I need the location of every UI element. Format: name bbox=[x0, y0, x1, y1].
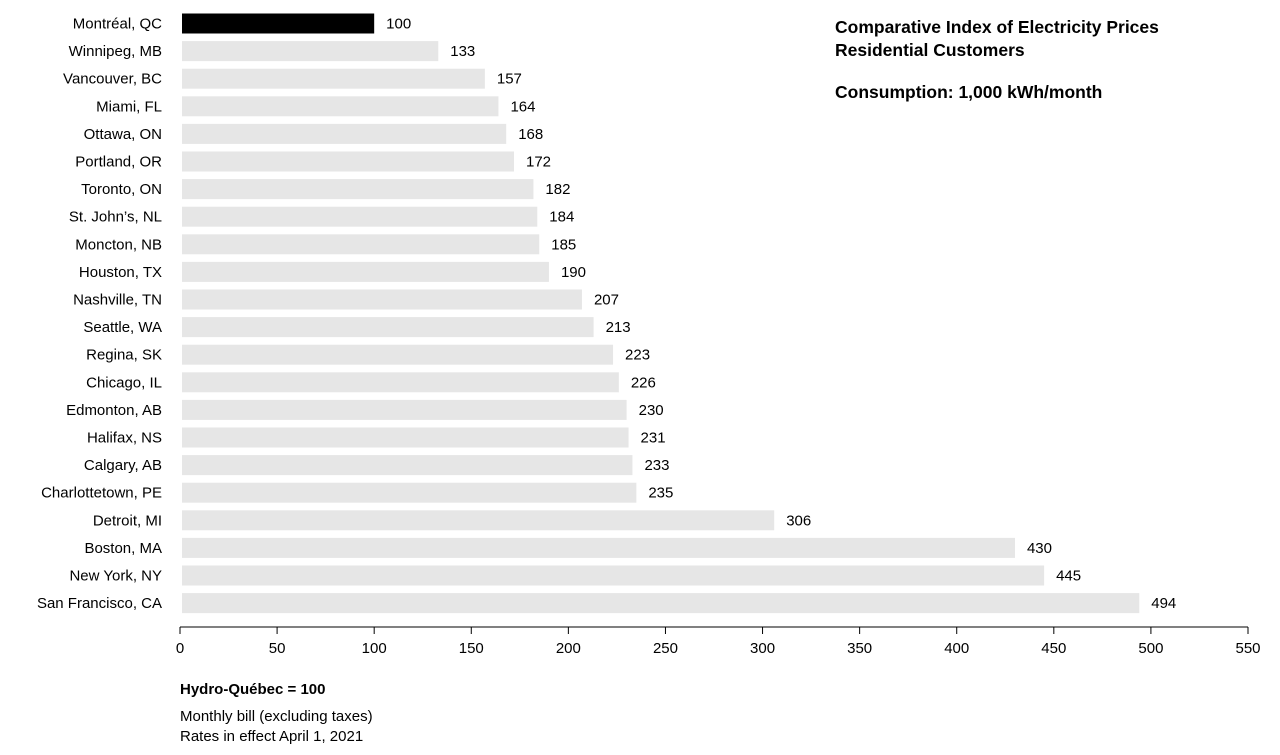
monthly-bill-note: Monthly bill (excluding taxes) bbox=[180, 708, 373, 725]
chart-footer: Hydro-Québec = 100 Monthly bill (excludi… bbox=[180, 681, 373, 747]
category-label: Charlottetown, PE bbox=[41, 485, 162, 502]
index-reference-note: Hydro-Québec = 100 bbox=[180, 681, 326, 698]
category-label: Nashville, TN bbox=[73, 292, 162, 309]
data-label: 185 bbox=[551, 236, 576, 253]
data-label: 168 bbox=[518, 126, 543, 143]
bar bbox=[182, 455, 633, 476]
category-label: Vancouver, BC bbox=[63, 71, 162, 88]
category-label: Detroit, MI bbox=[93, 512, 162, 529]
bar bbox=[182, 261, 549, 282]
x-tick-label: 0 bbox=[176, 640, 184, 657]
bar bbox=[182, 234, 540, 255]
data-label: 430 bbox=[1027, 540, 1052, 557]
bar bbox=[182, 537, 1015, 558]
chart-title-line2: Residential Customers bbox=[835, 40, 1025, 60]
bar bbox=[182, 593, 1140, 614]
data-label: 445 bbox=[1056, 568, 1081, 585]
bar bbox=[182, 13, 375, 34]
category-label: Chicago, IL bbox=[86, 374, 162, 391]
data-label: 190 bbox=[561, 264, 586, 281]
data-label: 235 bbox=[648, 485, 673, 502]
category-label: Seattle, WA bbox=[83, 319, 162, 336]
bar bbox=[182, 399, 627, 420]
category-label: Regina, SK bbox=[86, 347, 162, 364]
bar bbox=[182, 123, 507, 144]
bar bbox=[182, 344, 614, 365]
data-label: 233 bbox=[644, 457, 669, 474]
category-label: Portland, OR bbox=[75, 154, 162, 171]
x-tick-label: 150 bbox=[459, 640, 484, 657]
chart-title: Comparative Index of Electricity Prices bbox=[835, 17, 1159, 37]
data-label: 184 bbox=[549, 209, 574, 226]
bar bbox=[182, 41, 439, 62]
category-label: Miami, FL bbox=[96, 98, 162, 115]
chart-title-block: Comparative Index of Electricity Prices … bbox=[835, 16, 1275, 104]
data-label: 164 bbox=[510, 98, 535, 115]
x-tick-label: 350 bbox=[847, 640, 872, 657]
category-label: Ottawa, ON bbox=[84, 126, 162, 143]
category-label: New York, NY bbox=[69, 568, 162, 585]
data-label: 100 bbox=[386, 16, 411, 33]
category-label: Montréal, QC bbox=[73, 16, 162, 33]
x-tick-label: 500 bbox=[1138, 640, 1163, 657]
x-tick-label: 300 bbox=[750, 640, 775, 657]
x-tick-label: 550 bbox=[1235, 640, 1260, 657]
data-label: 207 bbox=[594, 292, 619, 309]
category-label: Boston, MA bbox=[84, 540, 162, 557]
bar bbox=[182, 96, 499, 117]
data-label: 157 bbox=[497, 71, 522, 88]
x-axis: 0 50 100 150 200 250 300 350 400 450 500 550 bbox=[176, 626, 1261, 657]
data-label: 213 bbox=[606, 319, 631, 336]
x-tick-label: 100 bbox=[362, 640, 387, 657]
category-label: Toronto, ON bbox=[81, 181, 162, 198]
x-tick-label: 200 bbox=[556, 640, 581, 657]
bars-group: Montréal, QC 100 Winnipeg, MB 133 Vancouver,… bbox=[37, 13, 1176, 614]
bar bbox=[182, 565, 1045, 586]
category-label: Houston, TX bbox=[79, 264, 162, 281]
category-label: Edmonton, AB bbox=[66, 402, 162, 419]
bar bbox=[182, 317, 594, 338]
data-label: 230 bbox=[639, 402, 664, 419]
category-label: Calgary, AB bbox=[84, 457, 162, 474]
bar bbox=[182, 289, 582, 310]
data-label: 133 bbox=[450, 43, 475, 60]
x-tick-label: 250 bbox=[653, 640, 678, 657]
category-label: Moncton, NB bbox=[75, 236, 162, 253]
data-label: 182 bbox=[545, 181, 570, 198]
bar bbox=[182, 372, 619, 393]
bar bbox=[182, 206, 538, 227]
category-label: Halifax, NS bbox=[87, 430, 162, 447]
data-label: 306 bbox=[786, 512, 811, 529]
bar bbox=[182, 510, 775, 531]
chart-subtitle: Consumption: 1,000 kWh/month bbox=[835, 82, 1103, 102]
data-label: 172 bbox=[526, 154, 551, 171]
category-label: San Francisco, CA bbox=[37, 595, 162, 612]
bar bbox=[182, 151, 514, 172]
category-label: Winnipeg, MB bbox=[69, 43, 162, 60]
bar bbox=[182, 179, 534, 200]
x-tick-label: 450 bbox=[1041, 640, 1066, 657]
data-label: 231 bbox=[641, 430, 666, 447]
category-label: St. John’s, NL bbox=[69, 209, 162, 226]
rates-date-note: Rates in effect April 1, 2021 bbox=[180, 728, 364, 745]
bar bbox=[182, 68, 485, 89]
bar bbox=[182, 427, 629, 448]
data-label: 226 bbox=[631, 374, 656, 391]
bar bbox=[182, 482, 637, 503]
data-label: 223 bbox=[625, 347, 650, 364]
x-tick-label: 50 bbox=[269, 640, 286, 657]
x-tick-label: 400 bbox=[944, 640, 969, 657]
data-label: 494 bbox=[1151, 595, 1176, 612]
